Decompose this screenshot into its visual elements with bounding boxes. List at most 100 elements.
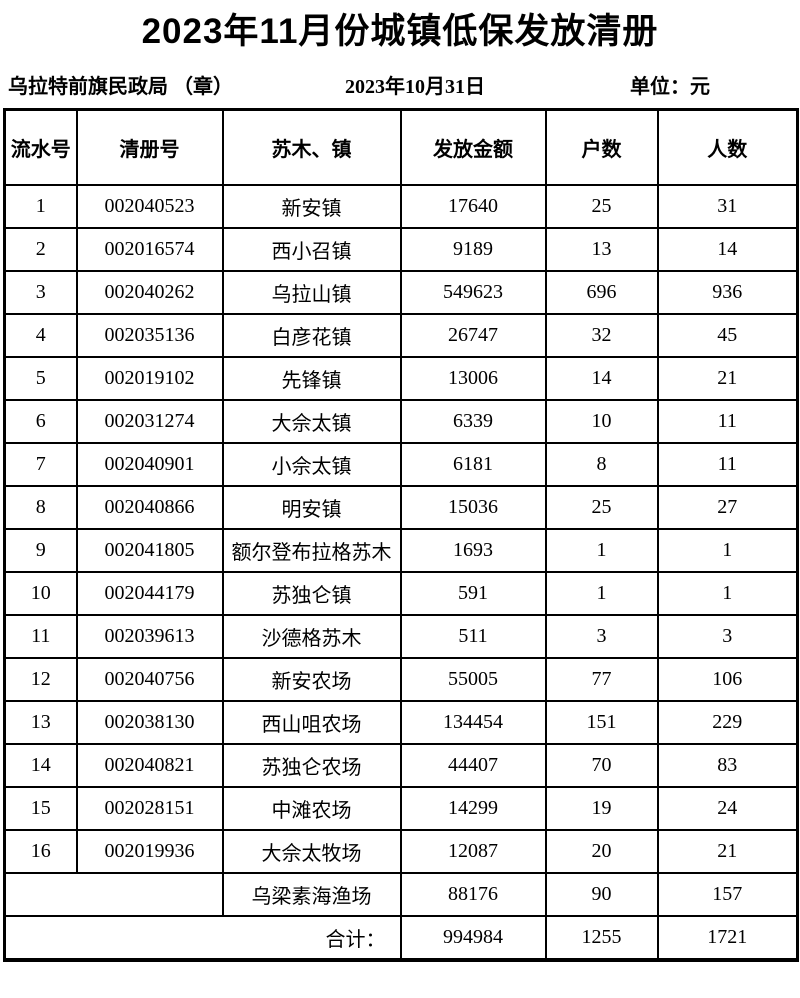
cell-town: 额尔登布拉格苏木	[221, 528, 402, 573]
cell-households: 1	[544, 571, 659, 616]
col-header-people: 人数	[656, 108, 799, 186]
unit-label: 单位：元	[630, 76, 710, 98]
cell-people: 1	[656, 571, 799, 616]
cell-register: 002035136	[75, 313, 224, 358]
cell-amount: 17640	[399, 184, 547, 229]
cell-people: 24	[656, 786, 799, 831]
cell-serial: 1	[3, 184, 78, 229]
table-row: 10 002044179 苏独仑镇 591 1 1	[3, 571, 799, 616]
cell-total-households: 1255	[544, 915, 659, 961]
table-row: 13 002038130 西山咀农场 134454 151 229	[3, 700, 799, 745]
table-row: 11 002039613 沙德格苏木 511 3 3	[3, 614, 799, 659]
cell-town: 苏独仑农场	[221, 743, 402, 788]
cell-people: 14	[656, 227, 799, 272]
table-row: 1 002040523 新安镇 17640 25 31	[3, 184, 799, 229]
cell-register: 002016574	[75, 227, 224, 272]
cell-households: 20	[544, 829, 659, 874]
cell-households: 696	[544, 270, 659, 315]
cell-households: 19	[544, 786, 659, 831]
cell-people: 3	[656, 614, 799, 659]
cell-register: 002028151	[75, 786, 224, 831]
cell-serial: 12	[3, 657, 78, 702]
col-header-register: 清册号	[75, 108, 224, 186]
table-header-row: 流水号 清册号 苏木、镇 发放金额 户数 人数	[3, 108, 799, 186]
cell-serial: 8	[3, 485, 78, 530]
cell-amount: 15036	[399, 485, 547, 530]
cell-empty-merged	[3, 872, 224, 917]
cell-amount: 134454	[399, 700, 547, 745]
cell-people: 229	[656, 700, 799, 745]
table-row: 16 002019936 大佘太牧场 12087 20 21	[3, 829, 799, 874]
cell-serial: 13	[3, 700, 78, 745]
cell-households: 151	[544, 700, 659, 745]
cell-households: 14	[544, 356, 659, 401]
cell-town: 大佘太镇	[221, 399, 402, 444]
fishery-row: 乌梁素海渔场 88176 90 157	[3, 872, 799, 917]
table-row: 14 002040821 苏独仑农场 44407 70 83	[3, 743, 799, 788]
cell-town: 新安农场	[221, 657, 402, 702]
cell-serial: 15	[3, 786, 78, 831]
cell-town: 乌拉山镇	[221, 270, 402, 315]
cell-town: 大佘太牧场	[221, 829, 402, 874]
cell-amount: 511	[399, 614, 547, 659]
cell-people: 11	[656, 399, 799, 444]
cell-register: 002040866	[75, 485, 224, 530]
cell-people: 27	[656, 485, 799, 530]
table-row: 15 002028151 中滩农场 14299 19 24	[3, 786, 799, 831]
total-label: 合计：	[3, 915, 402, 961]
agency-label: 乌拉特前旗民政局 （章）	[8, 76, 233, 98]
cell-serial: 2	[3, 227, 78, 272]
cell-register: 002039613	[75, 614, 224, 659]
cell-amount: 55005	[399, 657, 547, 702]
cell-households: 25	[544, 184, 659, 229]
cell-households: 77	[544, 657, 659, 702]
cell-people: 21	[656, 829, 799, 874]
cell-people: 11	[656, 442, 799, 487]
cell-register: 002040262	[75, 270, 224, 315]
table-row: 8 002040866 明安镇 15036 25 27	[3, 485, 799, 530]
cell-town: 明安镇	[221, 485, 402, 530]
col-header-households: 户数	[544, 108, 659, 186]
cell-register: 002040756	[75, 657, 224, 702]
table-row: 3 002040262 乌拉山镇 549623 696 936	[3, 270, 799, 315]
col-header-serial: 流水号	[3, 108, 78, 186]
cell-total-people: 1721	[656, 915, 799, 961]
cell-people: 106	[656, 657, 799, 702]
cell-amount: 6181	[399, 442, 547, 487]
cell-register: 002041805	[75, 528, 224, 573]
table-row: 4 002035136 白彦花镇 26747 32 45	[3, 313, 799, 358]
cell-town: 中滩农场	[221, 786, 402, 831]
cell-households: 25	[544, 485, 659, 530]
page-title: 2023年11月份城镇低保发放清册	[141, 12, 659, 51]
cell-serial: 14	[3, 743, 78, 788]
cell-households: 3	[544, 614, 659, 659]
cell-total-amount: 994984	[399, 915, 547, 961]
cell-amount: 26747	[399, 313, 547, 358]
cell-register: 002040821	[75, 743, 224, 788]
cell-households: 10	[544, 399, 659, 444]
cell-households: 13	[544, 227, 659, 272]
cell-register: 002019102	[75, 356, 224, 401]
cell-households: 90	[544, 872, 659, 917]
cell-amount: 549623	[399, 270, 547, 315]
cell-serial: 3	[3, 270, 78, 315]
cell-people: 1	[656, 528, 799, 573]
table-row: 9 002041805 额尔登布拉格苏木 1693 1 1	[3, 528, 799, 573]
cell-town: 苏独仑镇	[221, 571, 402, 616]
table-row: 5 002019102 先锋镇 13006 14 21	[3, 356, 799, 401]
cell-register: 002019936	[75, 829, 224, 874]
cell-serial: 7	[3, 442, 78, 487]
cell-serial: 11	[3, 614, 78, 659]
col-header-town: 苏木、镇	[221, 108, 402, 186]
cell-town: 小佘太镇	[221, 442, 402, 487]
cell-serial: 6	[3, 399, 78, 444]
cell-town: 白彦花镇	[221, 313, 402, 358]
cell-town: 西山咀农场	[221, 700, 402, 745]
cell-amount: 13006	[399, 356, 547, 401]
cell-register: 002031274	[75, 399, 224, 444]
total-row: 合计： 994984 1255 1721	[3, 915, 799, 961]
cell-people: 45	[656, 313, 799, 358]
cell-register: 002044179	[75, 571, 224, 616]
table-row: 12 002040756 新安农场 55005 77 106	[3, 657, 799, 702]
cell-town: 乌梁素海渔场	[221, 872, 402, 917]
